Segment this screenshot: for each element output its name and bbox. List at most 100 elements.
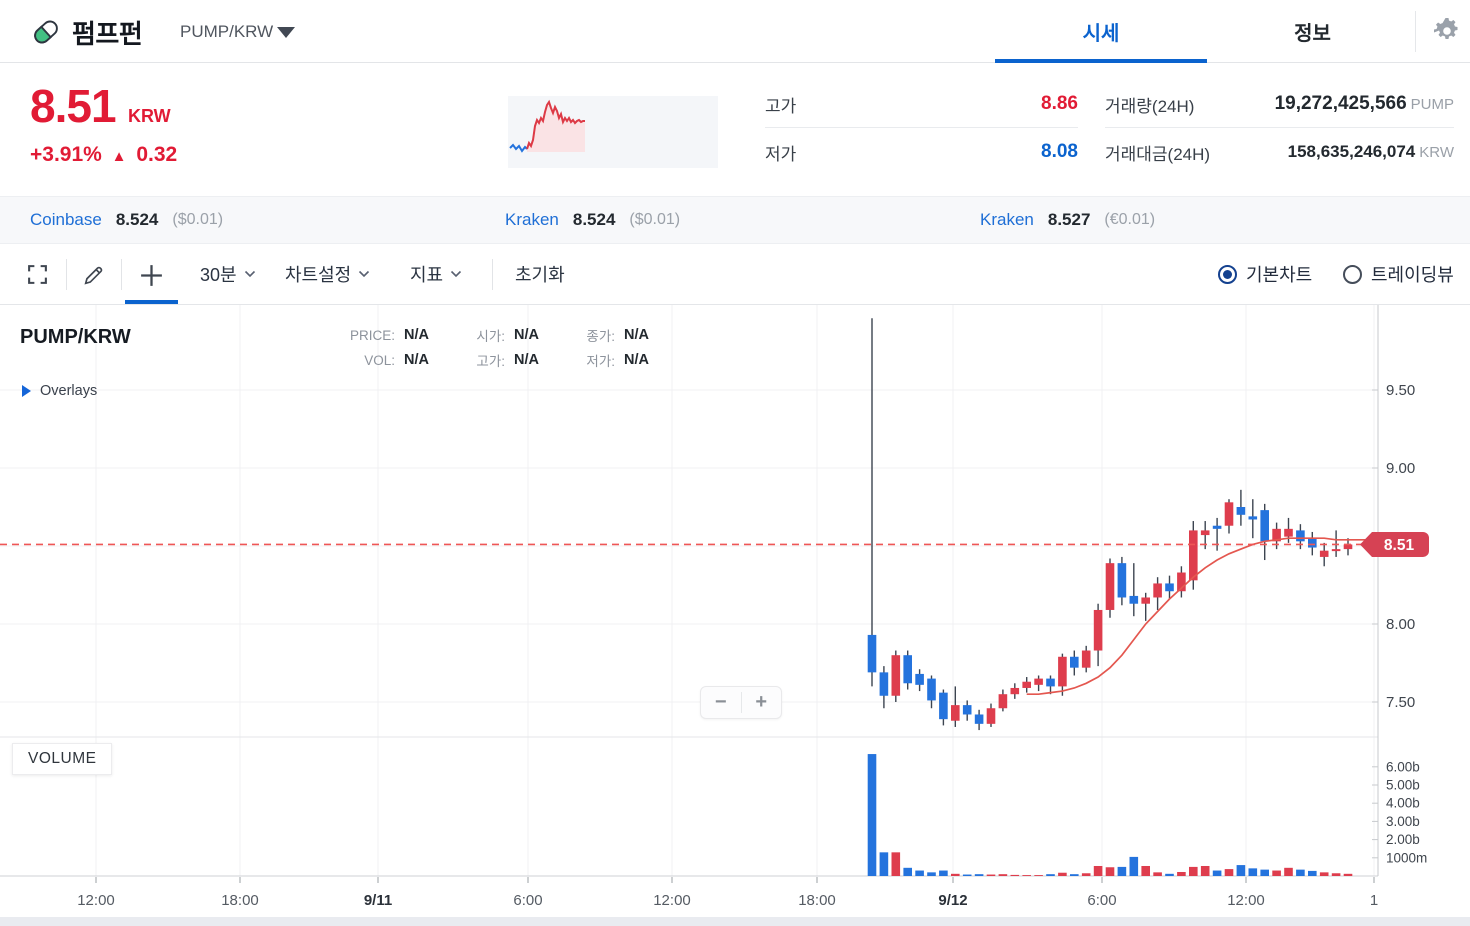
global-price-item: Kraken 8.527 (€0.01): [980, 197, 1155, 243]
volume-bar: [1165, 873, 1174, 876]
high-value: 8.86: [1041, 93, 1078, 114]
volume-bar: [1296, 869, 1305, 876]
volume-bar: [879, 852, 889, 876]
draw-pencil-icon[interactable]: [81, 263, 106, 288]
svg-text:9/11: 9/11: [364, 892, 392, 909]
reset-button[interactable]: 초기화: [515, 265, 565, 285]
volume-bar: [1046, 874, 1055, 876]
chart-settings-dropdown[interactable]: 차트설정: [285, 244, 370, 304]
volume-bar: [1034, 875, 1043, 876]
candle-body: [962, 705, 972, 715]
radio-label: 트레이딩뷰: [1371, 265, 1454, 285]
chart-toolbar: 30분 차트설정 지표 초기화 기본차트 트레이딩뷰: [0, 244, 1470, 305]
global-exchange-bar: Coinbase 8.524 ($0.01) Kraken 8.524 ($0.…: [0, 196, 1470, 244]
chart-type-tradingview-radio[interactable]: 트레이딩뷰: [1343, 244, 1454, 304]
candle-body: [1224, 502, 1234, 526]
volume-bar: [1260, 869, 1269, 876]
volume-bar: [1319, 872, 1329, 876]
zoom-control: − +: [700, 686, 782, 719]
candle-body: [891, 655, 901, 696]
volume-bar: [927, 872, 936, 876]
svg-text:1000m: 1000m: [1386, 850, 1427, 865]
exchange-link[interactable]: Kraken: [980, 210, 1034, 229]
candle-body: [1010, 687, 1020, 695]
active-tool-underline: [125, 300, 178, 304]
price-axis-labels: 9.50 9.00 8.00 7.50: [1372, 382, 1415, 711]
svg-text:8.00: 8.00: [1386, 616, 1415, 633]
row-divider: [765, 127, 1078, 128]
candle-body: [951, 705, 960, 721]
indicators-dropdown[interactable]: 지표: [410, 244, 462, 304]
gear-icon[interactable]: [1432, 16, 1462, 46]
fullscreen-icon[interactable]: [26, 263, 49, 286]
high-label: 고가:: [476, 354, 505, 369]
exchange-price-eur: (€0.01): [1104, 211, 1156, 228]
overlays-toggle[interactable]: Overlays: [22, 383, 97, 399]
candle-body: [1129, 595, 1139, 604]
price-label: PRICE:: [349, 327, 395, 343]
next-section-edge: [0, 917, 1470, 926]
change-percent: +3.91%: [30, 143, 102, 166]
volume-bar: [1308, 870, 1317, 876]
volume-bar: [915, 870, 924, 876]
exchange-link[interactable]: Coinbase: [30, 210, 102, 229]
candle-body: [1177, 572, 1186, 592]
candle-body: [1165, 583, 1174, 592]
up-arrow-icon: ▲: [111, 148, 127, 165]
volume-24h-label: 거래량(24H): [1105, 96, 1195, 116]
candle-body: [879, 672, 889, 696]
tab-info[interactable]: 정보: [1294, 23, 1331, 45]
low-label: 저가: [765, 144, 797, 164]
coin-pill-icon: [34, 20, 58, 44]
current-price-tag: 8.51: [1360, 531, 1429, 557]
volume-axis-labels: 6.00b 5.00b 4.00b 3.00b 2.00b 1000m: [1372, 759, 1427, 865]
ohlc-info-grid: PRICE: N/A 시가: N/A 종가: N/A VOL: N/A 고가: …: [335, 325, 677, 370]
candle-body: [1093, 609, 1103, 651]
volume-bar: [1236, 865, 1246, 876]
volume-bar: [986, 874, 996, 876]
chart-symbol-label: PUMP/KRW: [20, 326, 131, 348]
candle-body: [1296, 530, 1305, 542]
add-indicator-plus-icon[interactable]: [138, 262, 165, 289]
tab-market-price[interactable]: 시세: [1082, 23, 1120, 45]
svg-text:18:00: 18:00: [798, 892, 836, 909]
zoom-out-button[interactable]: −: [714, 691, 727, 713]
candle-body: [1070, 656, 1079, 668]
candle-body: [1117, 563, 1127, 598]
candlestick-chart-area[interactable]: 8.51 9.50 9.00 8.00 7.50 6.00b 5.00b 4.00b 3.00b…: [0, 305, 1470, 917]
chart-canvas[interactable]: 8.51 9.50 9.00 8.00 7.50 6.00b 5.00b 4.00b 3.00b…: [0, 305, 1470, 917]
price-value: N/A: [404, 327, 429, 343]
coin-dropdown-caret-icon[interactable]: [277, 27, 295, 38]
zoom-divider: [740, 692, 742, 713]
mini-sparkline-chart: [508, 96, 718, 168]
coin-name: 펌프펀: [72, 19, 143, 49]
candle-body: [1331, 549, 1341, 552]
zoom-in-button[interactable]: +: [755, 691, 768, 713]
low-value: N/A: [624, 352, 649, 368]
vol-value: N/A: [404, 352, 429, 368]
exchange-price: 8.524: [572, 210, 616, 229]
radio-label: 기본차트: [1246, 265, 1313, 285]
volume-bar: [867, 754, 877, 876]
volume-bar: [1010, 874, 1020, 876]
exchange-link[interactable]: Kraken: [505, 210, 559, 229]
close-value: N/A: [624, 327, 649, 343]
candle-body: [1260, 510, 1269, 542]
value-24h-value: 158,635,246,074 KRW: [1287, 142, 1454, 161]
low-label: 저가:: [586, 354, 615, 369]
svg-text:2.00b: 2.00b: [1386, 832, 1420, 847]
interval-dropdown[interactable]: 30분: [200, 244, 256, 304]
price-change: +3.91% ▲ 0.32: [30, 143, 177, 167]
chart-type-basic-radio[interactable]: 기본차트: [1218, 244, 1312, 304]
candle-body: [1141, 597, 1150, 604]
svg-text:12:00: 12:00: [653, 892, 691, 909]
svg-text:9.00: 9.00: [1386, 460, 1415, 477]
volume-bar: [1141, 865, 1150, 876]
chevron-down-icon: [359, 270, 370, 278]
high-label: 고가: [765, 96, 797, 116]
low-row: 저가 8.08: [765, 127, 1078, 177]
volume-bar: [1200, 865, 1210, 876]
overlays-label: Overlays: [40, 383, 98, 399]
candle-body: [903, 655, 912, 684]
radio-selected-icon: [1218, 264, 1237, 284]
